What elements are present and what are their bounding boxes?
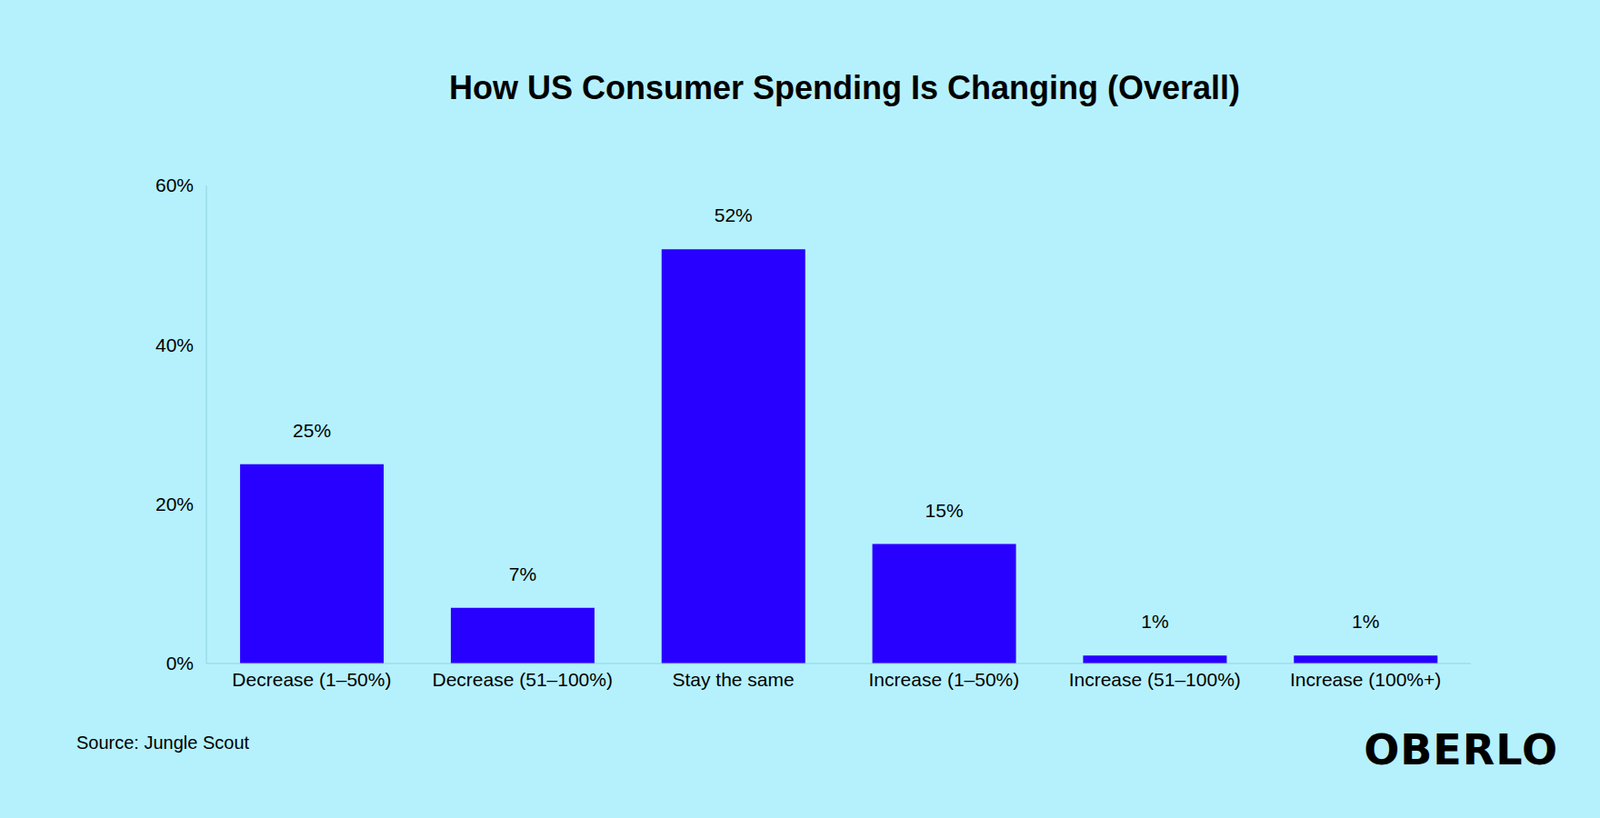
html-text:How US Consumer Spending Is Ch: How US Consumer Spending Is Changing (Ov… bbox=[449, 69, 1240, 107]
svg-text:20%: 20% bbox=[155, 493, 194, 515]
svg-text:1%: 1% bbox=[1351, 610, 1380, 632]
svg-text:Decrease (51–100%): Decrease (51–100%) bbox=[432, 669, 613, 690]
html-text:OBERLO: OBERLO bbox=[1363, 725, 1559, 775]
html-text:Source: Jungle Scout: Source: Jungle Scout bbox=[76, 732, 250, 753]
svg-text:25%: 25% bbox=[292, 420, 331, 441]
svg-text:7%: 7% bbox=[509, 563, 537, 585]
svg-text:Increase (100%+): Increase (100%+) bbox=[1290, 669, 1441, 690]
svg-text:1%: 1% bbox=[1140, 610, 1169, 632]
svg-text:40%: 40% bbox=[155, 334, 194, 356]
svg-text:15%: 15% bbox=[925, 500, 964, 521]
svg-text:52%: 52% bbox=[714, 204, 753, 226]
svg-text:Stay the same: Stay the same bbox=[671, 669, 794, 690]
svg-text:60%: 60% bbox=[155, 174, 194, 196]
svg-text:0%: 0% bbox=[166, 652, 194, 674]
svg-text:Increase (1–50%): Increase (1–50%) bbox=[869, 669, 1020, 690]
svg-text:Increase (51–100%): Increase (51–100%) bbox=[1069, 669, 1241, 690]
svg-text:Decrease (1–50%): Decrease (1–50%) bbox=[231, 669, 391, 690]
